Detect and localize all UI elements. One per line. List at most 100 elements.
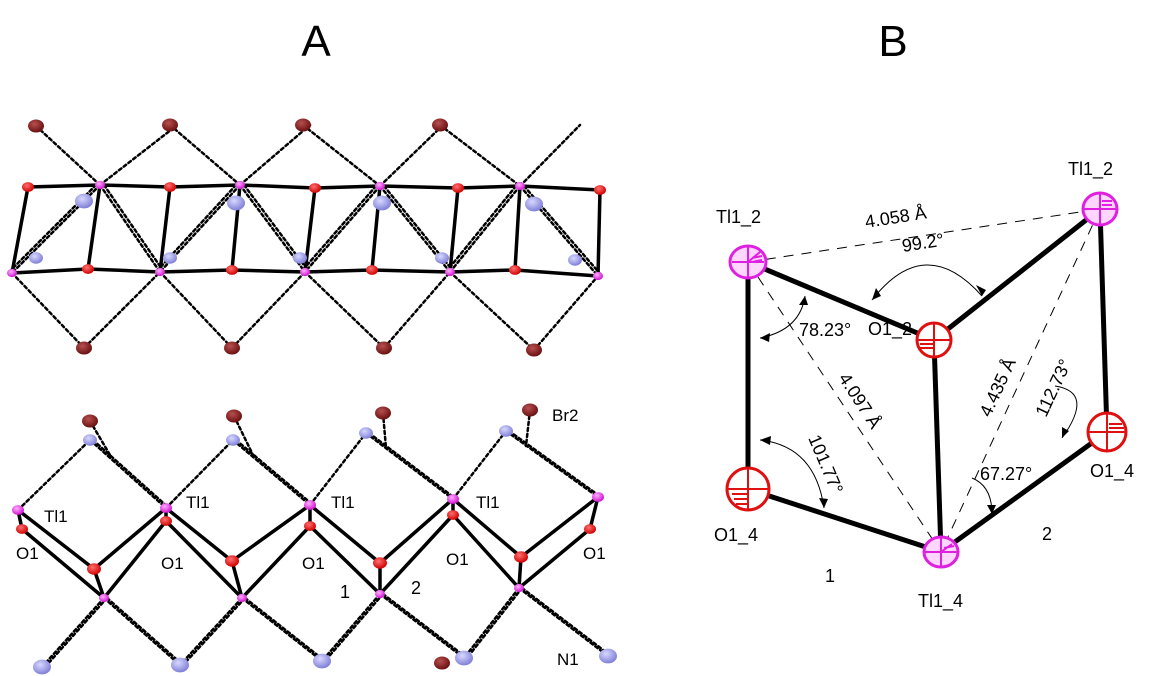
o-atom bbox=[160, 516, 172, 526]
tl-atom bbox=[155, 267, 165, 277]
label-tl1-2-left: Tl1_2 bbox=[716, 207, 761, 228]
lower-contact bbox=[504, 429, 600, 499]
label-o1-4-left: O1_4 bbox=[714, 525, 758, 546]
br-atom bbox=[376, 341, 392, 355]
upper-bond bbox=[303, 268, 374, 274]
n-atom bbox=[29, 252, 43, 264]
lower-bond bbox=[308, 503, 382, 565]
tl-atom bbox=[592, 492, 604, 502]
upper-bond bbox=[26, 183, 102, 189]
lower-contact bbox=[231, 438, 312, 507]
upper-bond bbox=[456, 184, 522, 190]
n-atom bbox=[499, 425, 513, 437]
br-atom bbox=[76, 341, 92, 355]
n-atom bbox=[293, 252, 307, 264]
upper-bond bbox=[370, 268, 452, 274]
lower-contact bbox=[43, 596, 109, 669]
lower-contact bbox=[232, 414, 255, 457]
lower-contact bbox=[381, 592, 469, 660]
tl-atom bbox=[95, 180, 105, 190]
lower-bond bbox=[588, 495, 600, 531]
tl-atom bbox=[99, 593, 109, 603]
lower-bond bbox=[102, 519, 168, 600]
o-atom bbox=[226, 265, 238, 275]
label-o1-2: O1_2 bbox=[868, 319, 912, 340]
upper-bond bbox=[238, 183, 317, 190]
n-atom bbox=[171, 657, 189, 673]
lower-bond bbox=[308, 524, 382, 596]
measure-angle-right-lower: 67.27° bbox=[980, 464, 1032, 484]
lower-bond bbox=[519, 495, 600, 559]
upper-rung bbox=[596, 188, 602, 278]
panel-a-dashed-contacts bbox=[6, 123, 613, 669]
ring-label-1-b: 1 bbox=[825, 566, 835, 586]
br-contact bbox=[82, 270, 162, 350]
n-atom bbox=[83, 434, 97, 446]
label-br2: Br2 bbox=[552, 406, 578, 425]
br-contact bbox=[168, 123, 242, 187]
lower-bond bbox=[240, 524, 312, 600]
br-atom bbox=[375, 406, 391, 420]
tl-atom bbox=[593, 271, 603, 281]
panel-a-atoms bbox=[7, 118, 617, 675]
n-atom bbox=[525, 196, 543, 212]
panel-label-b: B bbox=[878, 17, 907, 66]
label-tl1-2-right: Tl1_2 bbox=[1068, 159, 1113, 180]
panel-b: Tl1_2 Tl1_2 O1_2 O1_4 O1_4 Tl1_4 4.058 Å… bbox=[714, 159, 1134, 612]
o-atom bbox=[16, 524, 28, 534]
ring-label-2-b: 2 bbox=[1042, 524, 1052, 544]
lower-bond bbox=[16, 508, 96, 571]
br-contact bbox=[10, 271, 86, 350]
n-atom bbox=[373, 195, 391, 211]
o-atom bbox=[309, 183, 321, 193]
tl-atom bbox=[375, 181, 385, 191]
lower-bond bbox=[378, 513, 455, 596]
panel-b-dashed-lines bbox=[747, 208, 1101, 553]
lower-bond bbox=[164, 519, 244, 600]
upper-contact bbox=[444, 184, 518, 274]
label-o1-5: O1 bbox=[583, 544, 606, 563]
panel-b-bonds bbox=[745, 206, 1110, 555]
n-atom bbox=[455, 650, 473, 666]
br-contact bbox=[448, 270, 536, 352]
o-atom bbox=[87, 563, 101, 575]
o-atom bbox=[304, 521, 316, 531]
measure-angle-left-upper: 78.23° bbox=[799, 320, 851, 340]
lower-contact bbox=[367, 431, 458, 501]
lower-contact bbox=[451, 429, 508, 501]
upper-rung bbox=[513, 184, 522, 272]
o-atom bbox=[366, 265, 378, 275]
tl-atom bbox=[300, 267, 310, 277]
label-tl1-2: Tl1 bbox=[186, 493, 210, 512]
br-contact bbox=[518, 123, 582, 188]
br-contact bbox=[303, 270, 386, 350]
lower-contact bbox=[181, 596, 247, 667]
tl-atom bbox=[7, 268, 17, 278]
lower-contact bbox=[465, 586, 524, 660]
o-atom bbox=[225, 555, 239, 567]
tl-atom bbox=[447, 494, 459, 504]
tl-atom bbox=[515, 181, 525, 191]
upper-contact bbox=[299, 184, 378, 274]
measure-dist-top: 4.058 Å bbox=[863, 202, 927, 231]
br-atom bbox=[28, 119, 44, 133]
ring-label-2-a: 2 bbox=[411, 578, 421, 598]
n-atom bbox=[359, 427, 373, 439]
br-contact bbox=[382, 270, 452, 350]
br-contact bbox=[238, 123, 312, 187]
upper-bond bbox=[230, 268, 307, 274]
tl-atom bbox=[514, 583, 524, 593]
measure-angle-right-upper: 112.73° bbox=[1031, 356, 1075, 420]
n-atom bbox=[599, 648, 617, 664]
atom-tl1-2-right bbox=[1081, 191, 1119, 227]
lower-contact bbox=[178, 596, 244, 667]
br-atom bbox=[526, 343, 542, 357]
upper-bond bbox=[158, 268, 234, 274]
br-contact bbox=[34, 124, 102, 187]
panel-a: Br2 N1 Tl1 Tl1 Tl1 Tl1 O1 O1 O1 O1 O1 1 … bbox=[6, 118, 617, 675]
atom-tl1-2-left bbox=[728, 244, 768, 280]
o-atom bbox=[22, 182, 34, 192]
ring-label-1-a: 1 bbox=[340, 582, 350, 602]
upper-bond bbox=[313, 184, 382, 190]
lower-contact bbox=[240, 596, 324, 663]
